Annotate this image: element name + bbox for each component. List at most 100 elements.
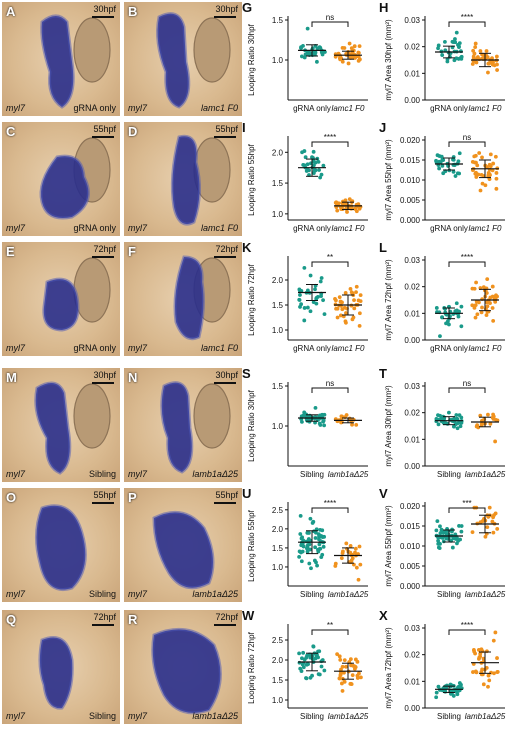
chart-panel-t: T 0.00 0.01 0.02 0.03 myl7 Area 30hpf (mm²) Si… <box>379 366 510 490</box>
data-point <box>306 662 310 666</box>
data-point <box>335 652 340 657</box>
data-point <box>494 171 499 175</box>
data-point <box>447 322 451 327</box>
data-point <box>341 549 345 554</box>
y-tick-label: 1.5 <box>272 382 284 391</box>
condition-label: lamc1 F0 <box>200 223 238 233</box>
data-point <box>312 558 317 563</box>
myl7-stain <box>35 383 70 473</box>
myl7-stain <box>43 279 78 330</box>
data-point <box>311 300 316 305</box>
panel-letter: R <box>128 612 138 627</box>
data-point <box>494 186 499 191</box>
data-point <box>318 175 323 180</box>
data-point <box>323 50 327 54</box>
y-tick-label: 2.0 <box>272 525 284 534</box>
data-point <box>357 323 362 328</box>
data-point <box>305 549 310 554</box>
condition-label: Sibling <box>88 711 116 721</box>
significance-label: ns <box>463 379 471 388</box>
data-point <box>443 39 447 44</box>
data-point <box>343 291 348 295</box>
data-point <box>490 294 495 299</box>
data-point <box>455 171 460 176</box>
data-point <box>356 298 361 303</box>
data-point <box>350 556 355 561</box>
chart-panel-j: J 0.000 0.005 0.010 0.015 0.020 myl7 Area 55hp… <box>379 120 510 244</box>
data-point <box>335 315 340 320</box>
data-point <box>335 208 340 213</box>
data-point <box>321 163 326 168</box>
chart-panel-s: S 1.0 1.5 Looping Ratio 30hpf Sibling lamb1aΔ… <box>242 366 373 490</box>
data-point <box>338 313 343 318</box>
significance-bracket <box>311 141 349 147</box>
y-tick-label: 0.02 <box>404 409 420 418</box>
data-point <box>488 152 493 157</box>
data-point <box>440 163 445 168</box>
data-point <box>351 315 356 320</box>
data-point <box>471 56 476 60</box>
data-point <box>453 40 458 45</box>
data-point <box>359 675 363 680</box>
panel-letter: S <box>242 366 251 381</box>
x-category-label: lamb1aΔ25 <box>328 590 369 599</box>
chart-svg: L 0.00 0.01 0.02 0.03 myl7 Area 72hpf (mm²) gR… <box>379 240 505 353</box>
data-point <box>310 673 314 678</box>
data-point <box>353 665 358 670</box>
data-point <box>434 158 438 163</box>
panel-letter: N <box>128 370 138 385</box>
gene-label: myl7 <box>6 343 26 353</box>
data-point <box>345 210 349 214</box>
data-point <box>473 41 478 46</box>
myl7-stain-edge <box>39 154 90 220</box>
data-point <box>313 420 317 425</box>
data-point <box>475 312 480 317</box>
scale-bar <box>92 256 114 258</box>
myl7-stain-edge <box>40 14 75 109</box>
y-axis-label: Looping Ratio 55hpf <box>247 143 256 215</box>
data-point <box>486 170 491 175</box>
data-point <box>298 532 303 536</box>
x-category-label: lamc1 F0 <box>469 344 502 353</box>
y-tick-label: 1.5 <box>272 544 284 553</box>
data-point <box>487 162 492 167</box>
y-tick-label: 1.0 <box>272 563 284 572</box>
data-point <box>474 280 478 285</box>
data-point <box>434 695 439 700</box>
data-point <box>358 293 363 298</box>
panel-letter: H <box>379 0 388 15</box>
data-point <box>310 521 315 525</box>
data-point <box>493 439 498 444</box>
y-tick-label: 0.03 <box>404 256 420 265</box>
myl7-stain <box>36 505 86 590</box>
data-point <box>320 412 325 417</box>
data-point <box>434 528 439 533</box>
condition-label: lamb1aΔ25 <box>192 589 238 599</box>
data-point <box>472 649 477 654</box>
heart-stain-image <box>34 381 111 475</box>
data-point <box>491 515 496 520</box>
data-point <box>334 298 338 303</box>
stage-label: 30hpf <box>215 4 238 14</box>
data-point <box>472 286 477 291</box>
data-point <box>317 542 322 547</box>
data-point <box>302 265 307 270</box>
chart-panel-i: I 1.0 1.5 2.0 Looping Ratio 55hpf gRNA only la… <box>242 120 373 244</box>
data-point <box>302 657 307 662</box>
gene-label: myl7 <box>128 103 148 113</box>
eye-outline <box>73 383 111 449</box>
y-tick-label: 1.0 <box>272 696 284 705</box>
chart-svg: J 0.000 0.005 0.010 0.015 0.020 myl7 Area 55hp… <box>379 120 505 233</box>
condition-label: lamc1 F0 <box>200 103 238 113</box>
data-point <box>314 527 319 532</box>
x-category-label: gRNA only <box>293 344 331 353</box>
data-point <box>488 421 493 426</box>
x-category-label: lamb1aΔ25 <box>465 712 506 721</box>
photo-panel-p: P 55hpf myl7 lamb1aΔ25 <box>124 488 242 602</box>
data-point <box>342 305 347 310</box>
y-tick-label: 0.01 <box>404 309 420 318</box>
significance-bracket <box>448 21 486 27</box>
heart-stain-image <box>35 504 87 591</box>
data-point <box>319 276 324 280</box>
heart-stain-image <box>160 381 231 474</box>
